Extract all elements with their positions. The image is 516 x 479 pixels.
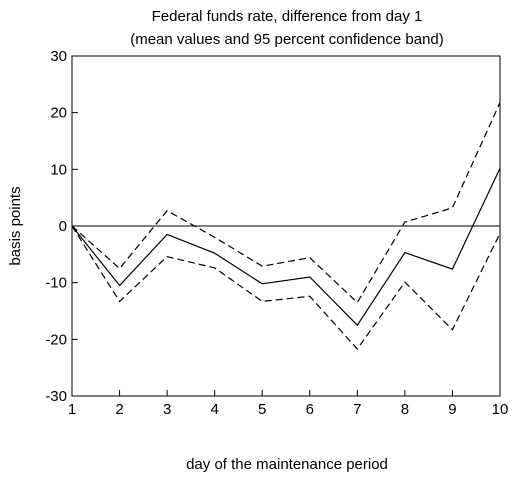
x-tick-label: 8: [401, 401, 409, 418]
y-tick-label: -30: [45, 388, 67, 405]
x-tick-label: 7: [353, 401, 361, 418]
y-tick-label: 0: [59, 218, 67, 235]
y-tick-label: -20: [45, 331, 67, 348]
series-layer: [71, 102, 501, 350]
x-axis: 1 2 3 4 5 6 7 8 9 10: [68, 390, 509, 418]
mean-line: [71, 167, 501, 327]
y-tick-label: 10: [50, 161, 67, 178]
x-tick-label: 1: [68, 401, 76, 418]
y-axis-label: basis points: [7, 186, 24, 265]
x-tick-label: 5: [258, 401, 266, 418]
x-axis-label: day of the maintenance period: [186, 456, 388, 473]
x-tick-label: 9: [448, 401, 456, 418]
x-tick-label: 4: [210, 401, 218, 418]
y-tick-label: -10: [45, 275, 67, 292]
y-tick-label: 30: [50, 48, 67, 65]
confidence-band-line: [71, 102, 501, 304]
x-tick-label: 10: [492, 401, 509, 418]
confidence-band-line: [71, 225, 501, 350]
x-tick-label: 2: [115, 401, 123, 418]
x-tick-label: 3: [163, 401, 171, 418]
y-tick-label: 20: [50, 105, 67, 122]
chart-title-line-2: (mean values and 95 percent confidence b…: [130, 31, 444, 48]
y-axis: 30 20 10 0 -10 -20 -30: [45, 48, 78, 405]
chart-title-line-1: Federal funds rate, difference from day …: [152, 8, 423, 25]
x-tick-label: 6: [306, 401, 314, 418]
